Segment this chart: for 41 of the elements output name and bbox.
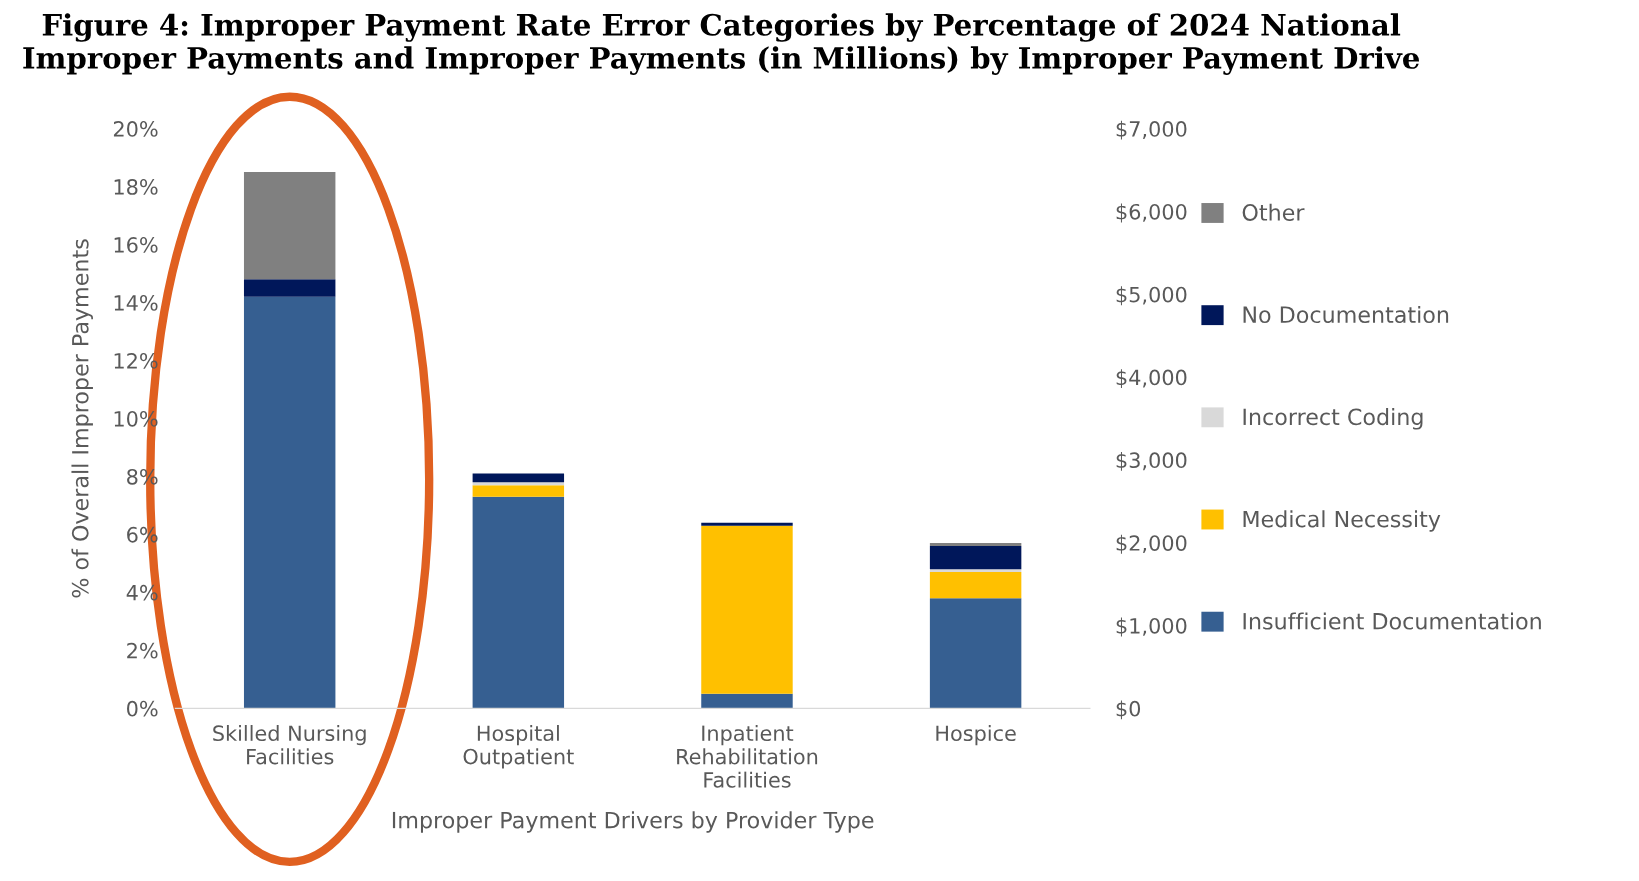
bar xyxy=(472,485,565,497)
bar xyxy=(929,598,1022,709)
y-tick-label: 20% xyxy=(113,121,158,137)
y2-tick-label: $2,000 xyxy=(1116,534,1187,554)
y-tick-label: 2% xyxy=(127,642,158,659)
x-tick-label: Hospital Outpatient xyxy=(463,724,574,769)
x-tick-label: Hospice xyxy=(936,724,1016,746)
legend-label: Other xyxy=(1242,203,1305,221)
y2-tick-label: $7,000 xyxy=(1116,120,1187,140)
y2-tick-label: $5,000 xyxy=(1116,286,1187,306)
bar xyxy=(929,546,1022,570)
legend-label: Incorrect Coding xyxy=(1243,408,1423,430)
y2-tick-label: $0 xyxy=(1116,700,1141,720)
bar xyxy=(243,279,336,297)
bar xyxy=(243,172,336,280)
bar xyxy=(472,482,565,486)
y-tick-label: 14% xyxy=(114,294,158,311)
bar xyxy=(243,296,336,709)
bar xyxy=(929,543,1022,547)
chart-title: Figure 4: Improper Payment Rate Error Categories by Percentage of 2024 National Improper Payments and Improper Payments (in Millions) by Improper Payment Drive xyxy=(23,13,1420,75)
y-tick-label: 18% xyxy=(114,179,158,195)
bar xyxy=(929,572,1022,599)
x-axis-title: Improper Payment Drivers by Provider Type xyxy=(392,811,874,833)
legend-label: Insufficient Documentation xyxy=(1243,612,1541,630)
y2-tick-label: $1,000 xyxy=(1116,617,1187,637)
bar xyxy=(701,693,793,709)
bar xyxy=(701,525,793,694)
y2-tick-label: $4,000 xyxy=(1116,369,1187,389)
y-axis-title: % of Overall Improper Payments xyxy=(71,239,93,598)
bar xyxy=(472,473,565,483)
legend-label: Medical Necessity xyxy=(1243,510,1441,532)
bar xyxy=(701,522,793,526)
x-tick-label: Skilled Nursing Facilities xyxy=(213,724,366,765)
bar xyxy=(929,569,1022,573)
y2-tick-label: $6,000 xyxy=(1116,203,1187,223)
y-tick-label: 0% xyxy=(127,700,158,717)
bar xyxy=(472,496,565,709)
legend-label: No Documentation xyxy=(1243,305,1449,324)
y-tick-label: 16% xyxy=(114,237,158,253)
y2-tick-label: $3,000 xyxy=(1116,451,1187,471)
x-tick-label: Inpatient Rehabilitation Facilities xyxy=(677,724,818,788)
